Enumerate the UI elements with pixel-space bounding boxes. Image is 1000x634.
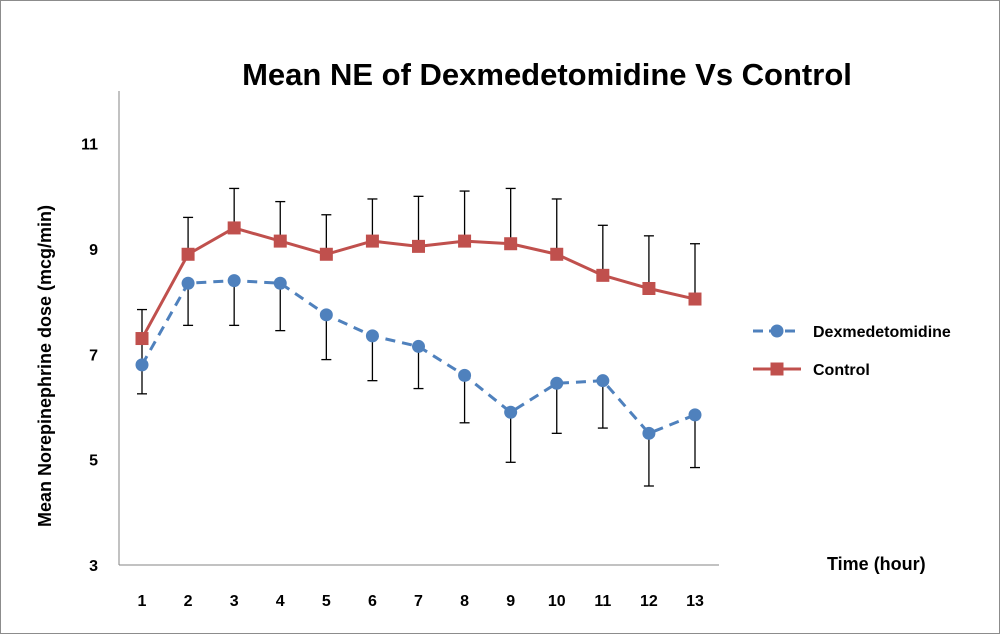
legend-marker [770, 324, 784, 338]
plot-axes [118, 91, 719, 566]
data-point [504, 405, 518, 419]
y-tick-labels: 3 5 7 9 11 [81, 137, 98, 575]
x-tick-label: 10 [548, 593, 566, 610]
legend-item-dexmedetomidine: Dexmedetomidine [753, 324, 951, 341]
data-point [596, 374, 610, 388]
data-point [135, 358, 149, 372]
x-tick-labels: 1 2 3 4 5 6 7 8 9 10 11 12 13 [138, 593, 704, 610]
data-point [412, 239, 425, 253]
y-tick-label: 3 [89, 558, 98, 575]
x-tick-label: 3 [230, 593, 239, 610]
data-point [642, 282, 656, 295]
data-point [319, 247, 333, 261]
y-axis-title: Mean Norepinephrine dose (mcg/min) [35, 205, 55, 527]
x-tick-label: 9 [506, 593, 515, 610]
x-tick-label: 2 [184, 593, 193, 610]
data-point [135, 332, 149, 346]
data-point [227, 274, 241, 288]
y-tick-label: 5 [89, 453, 98, 470]
data-point [596, 268, 610, 282]
data-point [365, 329, 379, 343]
data-point [365, 234, 379, 248]
y-tick-label: 9 [89, 242, 98, 259]
data-point [688, 292, 702, 306]
series-layer [135, 187, 702, 487]
y-tick-label: 11 [81, 137, 98, 154]
data-point [458, 368, 472, 382]
data-point [550, 247, 564, 261]
chart-title: Mean NE of Dexmedetomidine Vs Control [242, 57, 852, 92]
data-point [504, 237, 518, 251]
legend: Dexmedetomidine Control [753, 324, 951, 379]
data-point [642, 426, 656, 440]
data-point [273, 234, 287, 248]
data-point [412, 339, 425, 353]
legend-label: Control [813, 362, 870, 379]
x-tick-label: 8 [460, 593, 469, 610]
x-tick-label: 12 [640, 593, 658, 610]
data-point [273, 276, 287, 290]
x-tick-label: 4 [276, 593, 285, 610]
data-point [181, 247, 195, 261]
x-tick-label: 7 [414, 593, 423, 610]
data-point [688, 408, 702, 422]
y-tick-label: 7 [89, 347, 98, 364]
legend-marker [770, 362, 784, 376]
data-point [319, 308, 333, 322]
legend-label: Dexmedetomidine [813, 324, 951, 341]
x-tick-label: 13 [686, 593, 704, 610]
x-tick-label: 11 [594, 593, 611, 610]
data-point [227, 221, 241, 235]
series-control [135, 187, 702, 346]
x-tick-label: 5 [322, 593, 331, 610]
series-dexmedetomidine [135, 274, 702, 487]
legend-item-control: Control [753, 362, 870, 379]
data-point [550, 376, 564, 390]
data-point [181, 276, 195, 290]
data-point [458, 234, 472, 248]
x-axis-title: Time (hour) [827, 554, 926, 574]
x-tick-label: 6 [368, 593, 377, 610]
x-tick-label: 1 [138, 593, 147, 610]
